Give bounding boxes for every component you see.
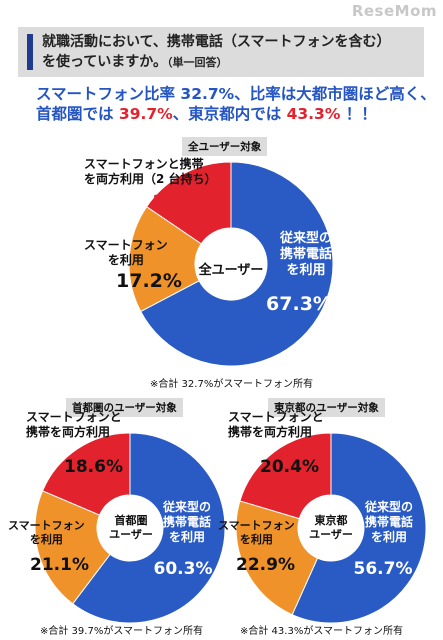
chart3-blue-label: 従来型の 携帯電話 を利用 xyxy=(354,500,424,545)
chart3-orange-value: 22.9% xyxy=(236,555,295,575)
chart1-orange-label-line-2: を利用 xyxy=(107,253,144,267)
chart3-footnote: ※合計 43.3%がスマートフォン所有 xyxy=(240,626,404,637)
chart3-orange-label-line-1: スマートフォン xyxy=(218,519,295,532)
headline: スマートフォン比率 32.7%、比率は大都市圏ほど高く、 首都圏では 39.7%… xyxy=(36,84,436,124)
chart3-orange-label-line-2: を利用 xyxy=(239,533,273,546)
chart3-title-tag: 東京都のユーザー対象 xyxy=(268,398,385,417)
headline-line-1: スマートフォン比率 32.7%、比率は大都市圏ほど高く、 xyxy=(36,85,436,103)
chart3-center-label: 東京都 ユーザー xyxy=(302,514,360,542)
chart3-blue-label-line-2: 携帯電話 xyxy=(364,515,413,529)
chart2-red-label-line-2: 携帯を両方利用 xyxy=(26,425,111,439)
chart1-footnote: ※合計 32.7%がスマートフォン所有 xyxy=(150,379,314,390)
chart2-title-tag: 首都圏のユーザー対象 xyxy=(66,398,183,417)
headline-value-2: 43.3% xyxy=(286,105,341,123)
chart1-blue-label-line-1: 従来型の xyxy=(279,231,332,246)
chart2-orange-label: スマートフォン を利用 xyxy=(8,519,85,547)
chart1-title-tag: 全ユーザー対象 xyxy=(182,137,268,156)
chart2-center-label-line-2: ユーザー xyxy=(109,528,153,541)
chart2-slice-red xyxy=(41,432,131,516)
headline-part-4: ！！ xyxy=(340,105,377,123)
question-accent-bar xyxy=(27,34,33,70)
chart1-red-value: 15.5% xyxy=(152,191,218,213)
chart1-orange-value: 17.2% xyxy=(116,270,182,292)
question-text: 就職活動において、携帯電話（スマートフォンを含む） を使っていますか。（単一回答… xyxy=(42,32,418,73)
chart3-center-label-line-2: ユーザー xyxy=(309,528,353,541)
chart3-blue-value: 56.7% xyxy=(353,559,413,579)
chart1-blue-label-line-3: を利用 xyxy=(286,263,326,278)
chart3-red-value: 20.4% xyxy=(260,457,319,477)
chart3-orange-label: スマートフォン を利用 xyxy=(218,519,295,547)
chart3-slice-red xyxy=(239,432,332,520)
chart1-blue-label-line-2: 携帯電話 xyxy=(279,247,332,262)
chart2-orange-label-line-2: を利用 xyxy=(29,533,63,546)
headline-part-2: 首都圏では xyxy=(36,105,119,123)
chart1-red-label-line-1: スマートフォンと携帯 xyxy=(84,157,204,171)
chart1-blue-label: 従来型の 携帯電話 を利用 xyxy=(266,231,346,279)
chart2-blue-label-line-2: 携帯電話 xyxy=(162,515,211,529)
chart1-red-label: スマートフォンと携帯 を両方利用（2 台持ち） xyxy=(84,157,217,187)
chart3-red-label: スマートフォンと 携帯を両方利用 xyxy=(228,410,324,440)
chart1-red-label-line-2: を両方利用（2 台持ち） xyxy=(84,172,217,186)
question-line-2: を使っていますか。（単一回答） xyxy=(42,52,418,73)
chart3-slice-orange xyxy=(235,500,319,616)
chart2-red-value: 18.6% xyxy=(64,457,123,477)
question-note: （単一回答） xyxy=(167,56,228,69)
chart2-orange-label-line-1: スマートフォン xyxy=(8,519,85,532)
chart1-center-label: 全ユーザー xyxy=(198,263,264,278)
chart1-slice-red xyxy=(145,161,232,245)
chart2-center-label-line-1: 首都圏 xyxy=(114,514,148,527)
chart3-center-label-line-1: 東京都 xyxy=(314,514,348,527)
chart2-blue-label: 従来型の 携帯電話 を利用 xyxy=(152,500,222,545)
chart1-slice-orange xyxy=(128,205,202,313)
headline-value-1: 39.7% xyxy=(118,105,173,123)
watermark-logo: ReseMom xyxy=(351,2,437,20)
headline-part-3: 、東京都内では xyxy=(172,105,287,123)
chart1-orange-label: スマートフォン を利用 xyxy=(84,238,168,268)
chart2-footnote: ※合計 39.7%がスマートフォン所有 xyxy=(40,626,204,637)
chart3-red-label-line-2: 携帯を両方利用 xyxy=(228,425,313,439)
chart1-slice-blue xyxy=(140,161,334,367)
chart2-blue-label-line-3: を利用 xyxy=(168,530,205,544)
chart2-red-label: スマートフォンと 携帯を両方利用 xyxy=(26,410,122,440)
chart2-slice-orange xyxy=(34,490,111,605)
headline-line-2: 首都圏では 39.7%、東京都内では 43.3% ！！ xyxy=(36,104,436,124)
chart3-slice-blue xyxy=(291,432,427,624)
chart2-blue-label-line-1: 従来型の xyxy=(162,500,211,514)
chart3-red-label-line-1: スマートフォンと xyxy=(228,410,324,424)
chart3-blue-label-line-3: を利用 xyxy=(370,530,407,544)
chart1-blue-value: 67.3% xyxy=(266,293,332,315)
chart1-orange-label-line-1: スマートフォン xyxy=(84,238,168,252)
chart2-red-label-line-1: スマートフォンと xyxy=(26,410,122,424)
chart2-blue-value: 60.3% xyxy=(153,559,213,579)
question-line-2-text: を使っていますか。 xyxy=(42,54,168,70)
question-line-1: 就職活動において、携帯電話（スマートフォンを含む） xyxy=(42,34,391,50)
chart2-orange-value: 21.1% xyxy=(30,555,89,575)
chart2-center-label: 首都圏 ユーザー xyxy=(102,514,160,542)
question-box: 就職活動において、携帯電話（スマートフォンを含む） を使っていますか。（単一回答… xyxy=(18,27,424,77)
chart2-slice-blue xyxy=(72,432,226,624)
chart3-blue-label-line-1: 従来型の xyxy=(364,500,413,514)
